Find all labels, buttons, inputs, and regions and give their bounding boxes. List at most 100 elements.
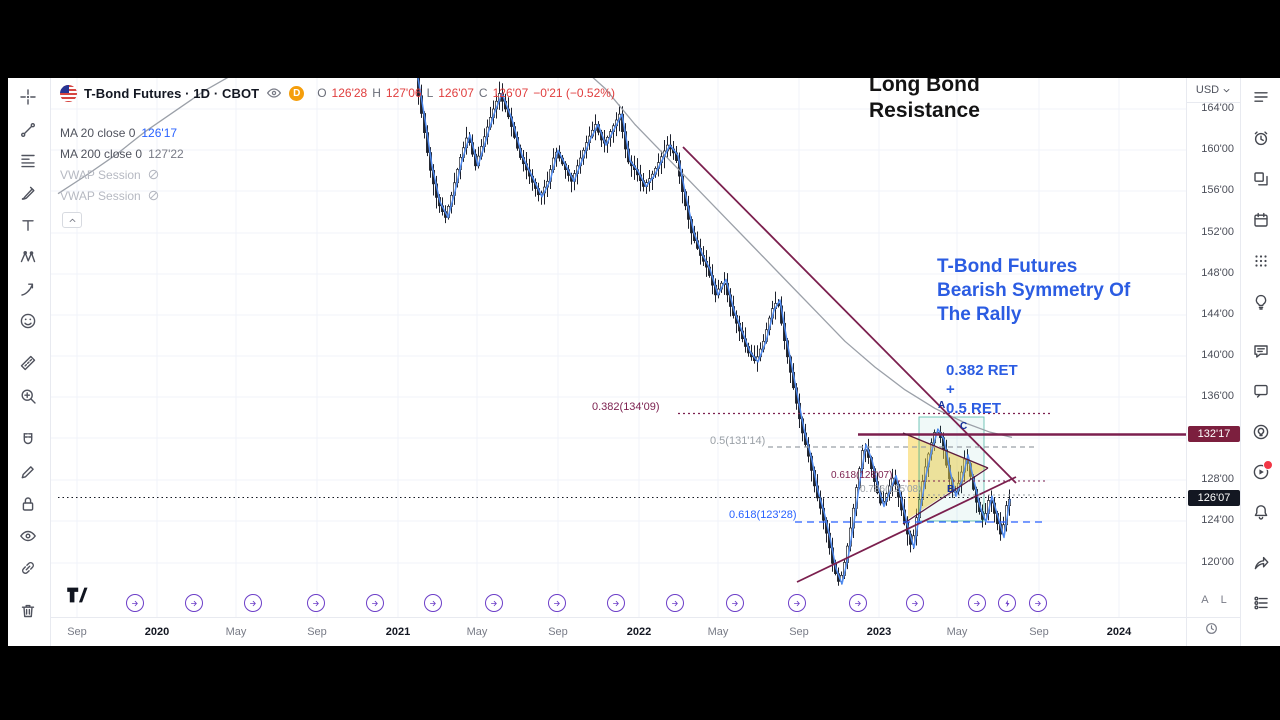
sidebar-watchlist-button[interactable]: [1248, 84, 1274, 110]
time-label: Sep: [67, 626, 87, 638]
contract-roll-marker[interactable]: [424, 594, 442, 612]
contract-roll-marker[interactable]: [849, 594, 867, 612]
price-scale[interactable]: USD A L 164'00 160'00 156'00 152'00 148'00 14…: [1186, 78, 1241, 646]
log-scale-button[interactable]: L: [1220, 594, 1227, 606]
sidebar-alarm-button[interactable]: [1248, 125, 1274, 151]
contract-roll-marker[interactable]: [485, 594, 503, 612]
legend-collapse-button[interactable]: [62, 212, 82, 228]
tool-forecast[interactable]: [12, 275, 44, 303]
bolt-marker[interactable]: [998, 594, 1016, 612]
tool-magnet[interactable]: [12, 426, 44, 454]
fib-level-label[interactable]: 0.382(134'09): [592, 401, 660, 413]
time-label: Sep: [548, 626, 568, 638]
calendar-icon: [1252, 211, 1270, 229]
tool-trend-line[interactable]: [12, 116, 44, 144]
hidden-series-icon[interactable]: [147, 168, 160, 181]
fib-level-label[interactable]: 0.618(123'28): [729, 509, 797, 521]
auto-scale-button[interactable]: A: [1201, 594, 1209, 606]
contract-roll-marker[interactable]: [548, 594, 566, 612]
eye-icon[interactable]: [266, 85, 282, 101]
tool-link[interactable]: [12, 554, 44, 582]
tradingview-logo[interactable]: [66, 584, 88, 606]
sidebar-share-arrow-button[interactable]: [1248, 550, 1274, 576]
interval-badge[interactable]: D: [289, 85, 305, 101]
tool-eye[interactable]: [12, 522, 44, 550]
ruler-icon: [19, 354, 37, 372]
lock-icon: [19, 495, 37, 513]
text-tool-icon: [19, 216, 37, 234]
timezone-clock-icon[interactable]: [1204, 621, 1219, 636]
sidebar-calendar-button[interactable]: [1248, 207, 1274, 233]
indicator-legend: MA 20 close 0 126'17 MA 200 close 0 127'22 V…: [60, 122, 184, 206]
time-axis[interactable]: Sep 2020 May Sep 2021 May Sep 2022 May Sep 2023 May…: [50, 617, 1186, 646]
low-label: L: [426, 86, 434, 100]
wave-label-C[interactable]: C: [960, 421, 968, 432]
open-value: 126'28: [331, 86, 368, 100]
brush-icon: [19, 184, 37, 202]
roll-arrow-icon: [248, 598, 259, 609]
tool-trash[interactable]: [12, 597, 44, 625]
legend-row[interactable]: VWAP Session: [60, 185, 184, 206]
wave-label-A[interactable]: A: [938, 400, 946, 411]
annotation-long-bond-resistance[interactable]: Long Bond Resistance: [869, 78, 980, 122]
tool-emoji[interactable]: [12, 307, 44, 335]
sidebar-object-tree-button[interactable]: [1248, 590, 1274, 616]
sidebar-dots-grid-button[interactable]: [1248, 248, 1274, 274]
legend-row[interactable]: MA 200 close 0 127'22: [60, 143, 184, 164]
tool-pencil[interactable]: [12, 458, 44, 486]
legend-row[interactable]: MA 20 close 0 126'17: [60, 122, 184, 143]
tool-fib-retracement[interactable]: [12, 147, 44, 175]
close-label: C: [478, 86, 488, 100]
annotation-retracement-note[interactable]: 0.382 RET +0.5 RET: [946, 362, 1018, 417]
tool-lock[interactable]: [12, 490, 44, 518]
contract-roll-marker[interactable]: [126, 594, 144, 612]
object-tree-icon: [1252, 594, 1270, 612]
sidebar-chat-button[interactable]: [1248, 338, 1274, 364]
sidebar-play-button[interactable]: [1248, 459, 1274, 485]
contract-roll-marker[interactable]: [185, 594, 203, 612]
time-label: May: [466, 626, 488, 638]
sidebar-bulb-button[interactable]: [1248, 289, 1274, 315]
price-tick: 152'00: [1201, 226, 1234, 238]
roll-arrow-icon: [130, 598, 141, 609]
fib-level-label[interactable]: 0.5(131'14): [710, 435, 766, 447]
roll-arrow-icon: [853, 598, 864, 609]
tool-brush[interactable]: [12, 179, 44, 207]
time-label: 2021: [385, 626, 411, 638]
sidebar-layers-button[interactable]: [1248, 166, 1274, 192]
time-label: 2024: [1106, 626, 1132, 638]
contract-roll-marker[interactable]: [906, 594, 924, 612]
tool-text-tool[interactable]: [12, 211, 44, 239]
contract-roll-marker[interactable]: [366, 594, 384, 612]
contract-roll-marker[interactable]: [244, 594, 262, 612]
hidden-series-icon[interactable]: [147, 189, 160, 202]
tool-ruler[interactable]: [12, 349, 44, 377]
tool-crosshair[interactable]: [12, 83, 44, 111]
legend-row[interactable]: VWAP Session: [60, 164, 184, 185]
contract-roll-marker[interactable]: [607, 594, 625, 612]
contract-roll-marker[interactable]: [788, 594, 806, 612]
wave-label-B[interactable]: B: [947, 484, 955, 495]
sidebar-bell-button[interactable]: [1248, 499, 1274, 525]
contract-roll-marker[interactable]: [666, 594, 684, 612]
fib-level-label[interactable]: 0.786(125'08): [860, 484, 922, 495]
high-label: H: [372, 86, 381, 100]
tool-zoom[interactable]: [12, 382, 44, 410]
annotation-bearish-symmetry[interactable]: T-Bond Futures Bearish Symmetry Of The Ral…: [937, 256, 1131, 325]
contract-roll-marker[interactable]: [968, 594, 986, 612]
fib-level-label[interactable]: 0.618(128'07): [831, 470, 893, 481]
chevron-down-icon: [1221, 85, 1232, 96]
contract-roll-marker[interactable]: [307, 594, 325, 612]
layers-icon: [1252, 170, 1270, 188]
sidebar-idea-button[interactable]: [1248, 419, 1274, 445]
symbol-title[interactable]: T-Bond Futures · 1D · CBOT: [84, 85, 260, 101]
scale-divider: [1187, 617, 1241, 618]
contract-roll-marker[interactable]: [1029, 594, 1047, 612]
tool-xabcd-pattern[interactable]: [12, 243, 44, 271]
sidebar-message-button[interactable]: [1248, 378, 1274, 404]
currency-selector[interactable]: USD: [1187, 78, 1241, 103]
play-icon: [1252, 463, 1270, 481]
contract-roll-marker[interactable]: [726, 594, 744, 612]
chart-canvas[interactable]: [50, 78, 1186, 617]
chart-window: T-Bond Futures · 1D · CBOT D O 126'28 H 12…: [8, 78, 1280, 646]
